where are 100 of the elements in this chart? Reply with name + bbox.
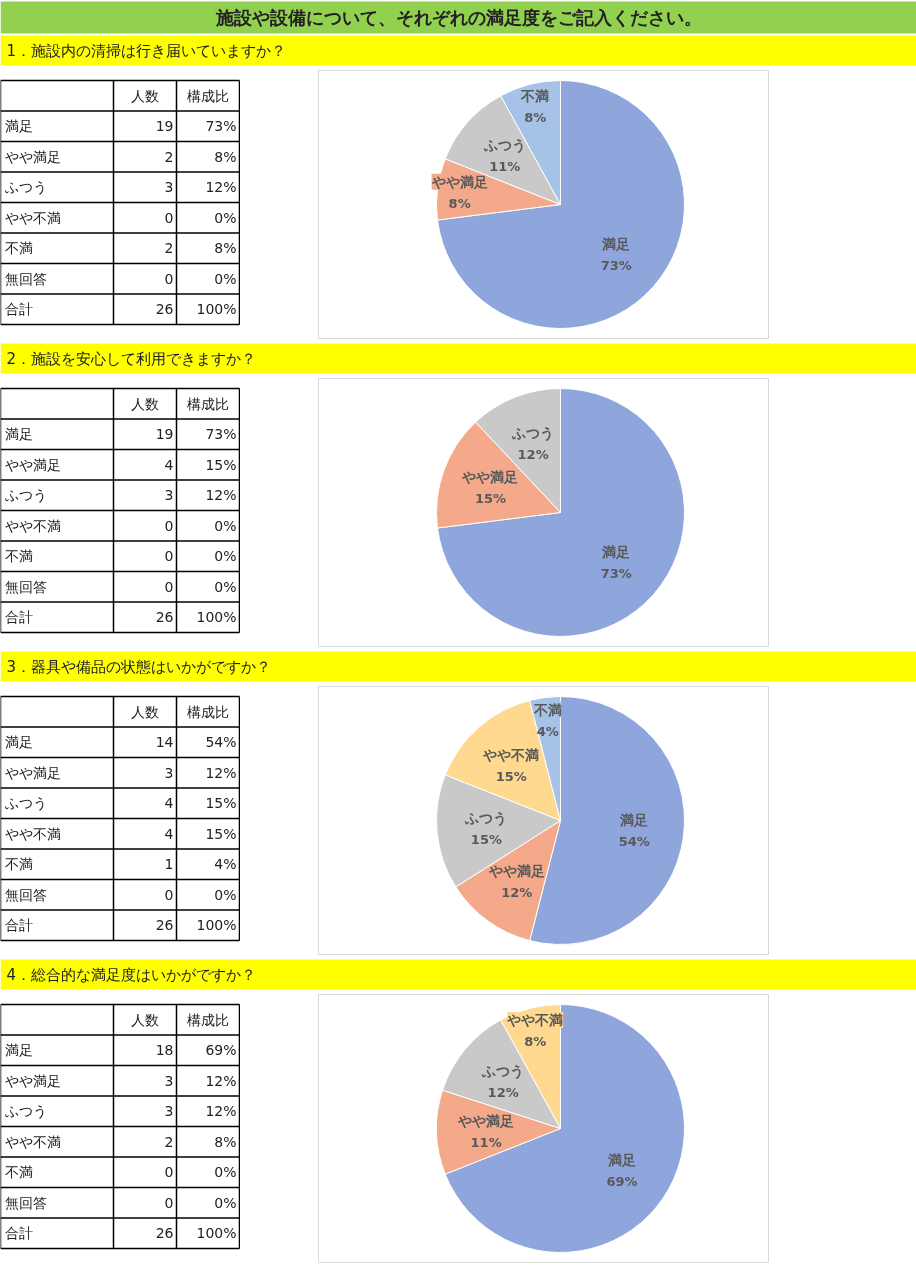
category-label: 合計 (4, 301, 33, 318)
category-label: 合計 (4, 917, 33, 934)
data-label: 19 (155, 118, 174, 135)
category-label: 無回答 (4, 270, 47, 287)
data-label: 2 (164, 1133, 174, 1150)
category-label: 満足 (4, 426, 33, 443)
data-label: 12% (517, 447, 549, 463)
data-label: 0 (164, 517, 174, 534)
category-label: やや満足 (4, 1072, 61, 1089)
data-label: 15% (205, 825, 237, 842)
data-label: 4% (536, 723, 559, 739)
slice-label: 満足 (607, 1152, 637, 1169)
category-label: やや不満 (4, 1133, 61, 1150)
category-label: 合計 (4, 609, 33, 626)
category-label: ふつう (3, 1103, 47, 1120)
data-label: 73% (600, 257, 632, 273)
data-label: 4 (164, 456, 174, 473)
slice-label: やや不満 (482, 746, 540, 763)
series-label: 人数 (131, 703, 159, 720)
data-label: 26 (155, 917, 174, 934)
data-label: 0% (214, 886, 237, 903)
data-label: 73% (205, 426, 237, 443)
data-label: 4 (164, 795, 174, 812)
data-label: 0% (214, 270, 237, 287)
series-label: 人数 (131, 1011, 159, 1028)
category-label: 満足 (4, 1042, 33, 1059)
slice-label: ふつう (481, 1063, 525, 1081)
category-label: やや不満 (4, 517, 61, 534)
text: 3．器具や備品の状態はいかがですか？ (6, 657, 272, 676)
category-label: 不満 (4, 240, 33, 257)
slice-label: やや満足 (430, 173, 488, 190)
category-label: 不満 (4, 548, 33, 565)
data-label: 26 (155, 301, 174, 318)
data-label: 8% (524, 110, 547, 126)
text: 構成比 (187, 87, 229, 104)
data-label: 12% (501, 884, 533, 900)
data-label: 0% (214, 1194, 237, 1211)
data-label: 2 (164, 148, 174, 165)
data-label: 100% (196, 1225, 237, 1242)
data-label: 0% (214, 1164, 237, 1181)
category-label: やや満足 (4, 764, 61, 781)
slice-label: 不満 (520, 88, 550, 105)
category-label: やや満足 (4, 456, 61, 473)
data-label: 12% (205, 1103, 237, 1120)
data-label: 3 (164, 764, 174, 781)
category-label: 無回答 (4, 578, 47, 595)
data-label: 0% (214, 517, 237, 534)
slice-label: ふつう (511, 425, 555, 443)
data-label: 0 (164, 1194, 174, 1211)
category-label: 無回答 (4, 886, 47, 903)
data-label: 12% (205, 487, 237, 504)
text: 施設や設備について、それぞれの満足度をご記入ください。 (214, 7, 702, 28)
slice-label: やや満足 (461, 469, 519, 486)
text: 構成比 (187, 395, 229, 412)
data-label: 26 (155, 1225, 174, 1242)
data-label: 11% (470, 1134, 502, 1150)
slice-label: ふつう (482, 137, 526, 155)
category-label: 満足 (4, 734, 33, 751)
text: 構成比 (187, 703, 229, 720)
category-label: ふつう (3, 795, 47, 812)
series-label: 人数 (131, 395, 159, 412)
data-label: 8% (214, 1133, 237, 1150)
data-label: 54% (618, 833, 650, 849)
data-label: 8% (214, 148, 237, 165)
data-label: 0 (164, 578, 174, 595)
data-label: 100% (196, 609, 237, 626)
data-label: 26 (155, 609, 174, 626)
data-label: 8% (524, 1034, 547, 1050)
category-label: 不満 (4, 1164, 33, 1181)
category-label: やや不満 (4, 825, 61, 842)
data-label: 100% (196, 301, 237, 318)
category-label: やや満足 (4, 148, 61, 165)
data-label: 69% (606, 1174, 638, 1190)
data-label: 15% (495, 768, 527, 784)
text: 2．施設を安心して利用できますか？ (6, 349, 257, 368)
data-label: 18 (155, 1042, 174, 1059)
data-label: 15% (474, 491, 507, 507)
category-label: 満足 (4, 118, 33, 135)
data-label: 11% (489, 159, 521, 175)
data-label: 0% (214, 548, 237, 565)
category-label: 合計 (4, 1225, 33, 1242)
data-label: 12% (205, 1072, 237, 1089)
data-label: 3 (164, 1072, 174, 1089)
data-label: 3 (164, 179, 174, 196)
slice-label: 不満 (532, 701, 562, 718)
data-label: 0% (214, 578, 237, 595)
data-label: 8% (448, 195, 471, 211)
slice-label: 満足 (601, 235, 631, 252)
slice-label: やや満足 (487, 862, 545, 879)
text: 4．総合的な満足度はいかがですか？ (6, 965, 257, 984)
data-label: 0 (164, 886, 174, 903)
slice-label: ふつう (464, 809, 508, 827)
data-label: 0 (164, 1164, 174, 1181)
series-label: 人数 (131, 87, 159, 104)
data-label: 0% (214, 209, 237, 226)
category-label: やや不満 (4, 209, 61, 226)
data-label: 12% (205, 764, 237, 781)
data-label: 14 (155, 734, 174, 751)
slice-label: やや不満 (506, 1012, 564, 1029)
data-label: 73% (600, 565, 632, 581)
